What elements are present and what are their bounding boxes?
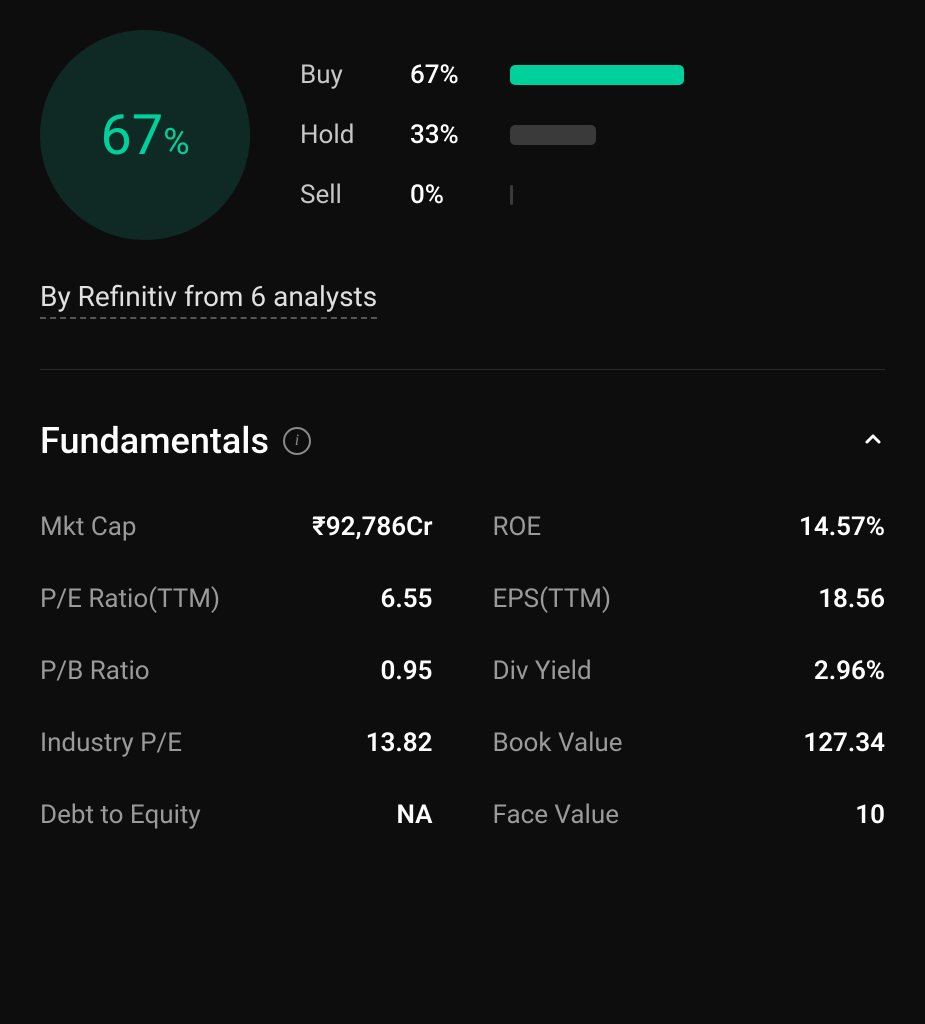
metric-row: Face Value 10 — [493, 800, 886, 830]
fundamentals-title: Fundamentals — [40, 420, 269, 462]
rating-circle-pct: % — [163, 121, 189, 163]
rating-label: Buy — [300, 60, 410, 90]
metric-value: 14.57% — [799, 512, 885, 542]
metric-row: ROE 14.57% — [493, 512, 886, 542]
metric-label: Mkt Cap — [40, 512, 137, 542]
rating-row: Sell0% — [300, 180, 885, 210]
metric-label: EPS(TTM) — [493, 584, 612, 614]
metric-row: EPS(TTM) 18.56 — [493, 584, 886, 614]
metric-label: Debt to Equity — [40, 800, 201, 830]
metric-label: P/B Ratio — [40, 656, 150, 686]
analyst-rating-section: 67% Buy67%Hold33%Sell0% — [40, 30, 885, 240]
metric-row: Industry P/E 13.82 — [40, 728, 433, 758]
metric-value: 13.82 — [366, 728, 433, 758]
info-icon[interactable]: i — [283, 427, 311, 455]
metric-label: Industry P/E — [40, 728, 182, 758]
rating-pct: 67% — [410, 60, 510, 90]
rating-bar-track — [510, 65, 770, 85]
metric-value: ₹92,786Cr — [312, 512, 432, 542]
metric-value: 10 — [855, 800, 885, 830]
rating-bar-fill — [510, 185, 513, 205]
rating-bar-track — [510, 125, 770, 145]
metric-row: Mkt Cap ₹92,786Cr — [40, 512, 433, 542]
section-divider — [40, 369, 885, 370]
metric-row: Div Yield 2.96% — [493, 656, 886, 686]
rating-label: Sell — [300, 180, 410, 210]
rating-bar-track — [510, 185, 770, 205]
rating-bars: Buy67%Hold33%Sell0% — [300, 60, 885, 210]
fundamentals-grid: Mkt Cap ₹92,786Cr ROE 14.57% P/E Ratio(TTM) 6… — [40, 512, 885, 830]
rating-bar-fill — [510, 65, 684, 85]
metric-label: Book Value — [493, 728, 623, 758]
chevron-up-icon[interactable] — [861, 425, 885, 458]
metric-label: P/E Ratio(TTM) — [40, 584, 220, 614]
rating-pct: 0% — [410, 180, 510, 210]
metric-label: ROE — [493, 512, 542, 542]
rating-circle: 67% — [40, 30, 250, 240]
rating-source-link[interactable]: By Refinitiv from 6 analysts — [40, 280, 377, 319]
metric-row: P/B Ratio 0.95 — [40, 656, 433, 686]
metric-label: Face Value — [493, 800, 619, 830]
rating-row: Hold33% — [300, 120, 885, 150]
metric-value: 18.56 — [818, 584, 885, 614]
metric-value: 6.55 — [381, 584, 433, 614]
metric-row: P/E Ratio(TTM) 6.55 — [40, 584, 433, 614]
metric-value: 2.96% — [814, 656, 885, 686]
fundamentals-header[interactable]: Fundamentals i — [40, 420, 885, 462]
metric-label: Div Yield — [493, 656, 592, 686]
metric-value: 127.34 — [803, 728, 885, 758]
rating-pct: 33% — [410, 120, 510, 150]
metric-row: Book Value 127.34 — [493, 728, 886, 758]
rating-row: Buy67% — [300, 60, 885, 90]
metric-value: NA — [397, 800, 433, 830]
rating-label: Hold — [300, 120, 410, 150]
rating-bar-fill — [510, 125, 596, 145]
metric-row: Debt to Equity NA — [40, 800, 433, 830]
metric-value: 0.95 — [381, 656, 433, 686]
rating-circle-value: 67 — [100, 102, 163, 168]
